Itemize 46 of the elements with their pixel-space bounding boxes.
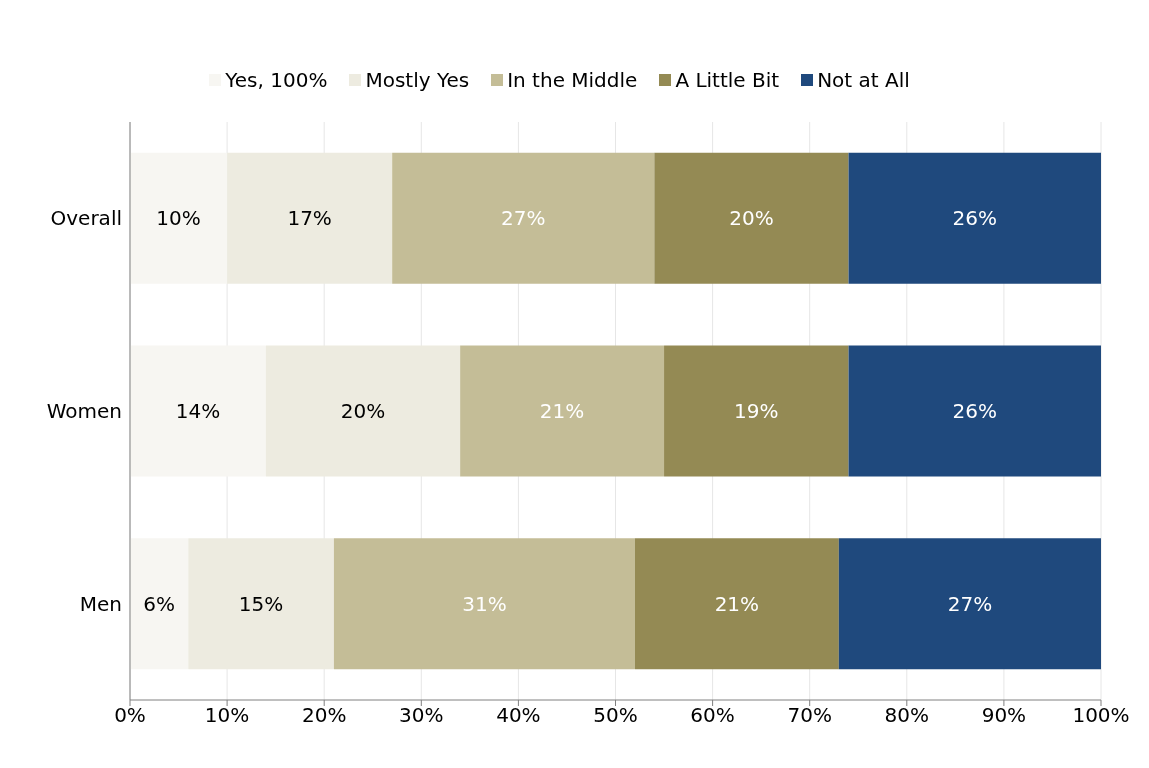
- bar: [848, 345, 1101, 477]
- bar: [130, 152, 228, 284]
- data-label: 20%: [340, 399, 386, 424]
- x-tick-label: 40%: [496, 703, 541, 728]
- y-tick-label: Overall: [50, 206, 122, 231]
- x-tick-label: 20%: [301, 703, 347, 728]
- x-tick-label: 60%: [690, 703, 735, 728]
- data-label: 31%: [462, 591, 507, 616]
- legend-label: A Little Bit: [674, 68, 780, 92]
- bar: [634, 538, 839, 670]
- legend-label: Not at All: [816, 68, 910, 92]
- data-label: 10%: [156, 206, 201, 231]
- bar: [838, 538, 1101, 670]
- bar: [333, 538, 635, 670]
- data-label: 17%: [287, 206, 332, 231]
- data-label: 6%: [143, 591, 175, 616]
- x-tick-label: 0%: [114, 703, 146, 728]
- y-tick-label: Men: [79, 591, 122, 616]
- bar: [130, 538, 189, 670]
- data-label: 14%: [175, 399, 221, 424]
- data-label: 27%: [501, 206, 546, 231]
- data-label: 26%: [952, 399, 997, 424]
- data-label: 19%: [734, 399, 779, 424]
- x-tick-label: 50%: [593, 703, 638, 728]
- data-label: 21%: [714, 591, 760, 616]
- bar: [460, 345, 665, 477]
- bar: [130, 345, 266, 477]
- x-tick-label: 80%: [884, 703, 930, 728]
- y-tick-label: Women: [46, 399, 122, 424]
- legend-label: Yes, 100%: [224, 68, 328, 92]
- legend-label: Mostly Yes: [364, 68, 470, 92]
- bar: [654, 152, 849, 284]
- x-tick-label: 10%: [204, 703, 250, 728]
- x-tick-label: 100%: [1072, 703, 1130, 728]
- data-label: 15%: [238, 591, 284, 616]
- x-tick-label: 90%: [981, 703, 1027, 728]
- x-tick-label: 30%: [399, 703, 444, 728]
- legend-label: In the Middle: [506, 68, 638, 92]
- data-label: 21%: [539, 399, 585, 424]
- bar: [848, 152, 1101, 284]
- data-label: 26%: [952, 206, 997, 231]
- data-label: 27%: [947, 591, 993, 616]
- data-label: 20%: [729, 206, 774, 231]
- x-tick-label: 70%: [787, 703, 832, 728]
- bar: [392, 152, 655, 284]
- bar: [664, 345, 849, 477]
